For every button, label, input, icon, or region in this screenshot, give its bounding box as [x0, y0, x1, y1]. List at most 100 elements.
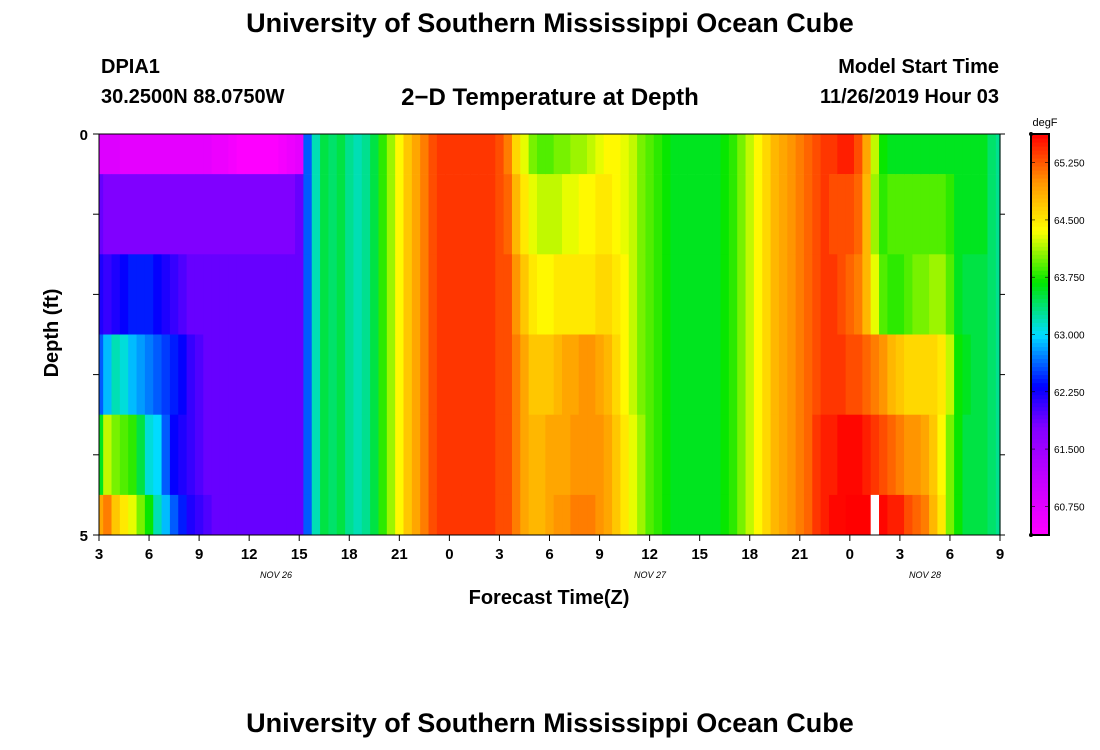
- heatmap-cell: [862, 494, 872, 536]
- heatmap-cell: [637, 174, 647, 255]
- heatmap-cell: [528, 494, 538, 536]
- heatmap-cell: [253, 174, 263, 255]
- heatmap-cell: [787, 334, 797, 415]
- heatmap-cell: [979, 174, 989, 255]
- heatmap-cell: [445, 174, 455, 255]
- heatmap-cell: [612, 254, 622, 335]
- heatmap-cell: [219, 254, 229, 335]
- heatmap-cell: [353, 254, 363, 335]
- heatmap-cell: [662, 414, 672, 496]
- colorbar-step: [1031, 514, 1049, 520]
- heatmap-cell: [261, 414, 271, 496]
- colorbar-step: [1031, 458, 1049, 464]
- heatmap-cell: [311, 494, 321, 536]
- heatmap-cell: [211, 174, 221, 255]
- heatmap-cell: [144, 414, 154, 496]
- heatmap-cell: [745, 134, 755, 175]
- heatmap-cell: [445, 334, 455, 415]
- heatmap-cell: [578, 174, 588, 255]
- heatmap-cell: [929, 334, 939, 415]
- heatmap-cell: [411, 174, 421, 255]
- x-tick-label: 6: [946, 546, 954, 563]
- x-axis-title: Forecast Time(Z): [469, 587, 630, 609]
- heatmap-cell: [503, 134, 513, 175]
- heatmap-cell: [186, 414, 196, 496]
- heatmap-cell: [411, 254, 421, 335]
- heatmap-cell: [954, 174, 964, 255]
- colorbar-step: [1031, 402, 1049, 408]
- heatmap-cell: [161, 414, 171, 496]
- heatmap-cell: [378, 334, 388, 415]
- heatmap-cell: [436, 174, 446, 255]
- heatmap-cell: [670, 334, 680, 415]
- heatmap-cell: [795, 254, 805, 335]
- right-axis-ticks: [1000, 133, 1005, 536]
- heatmap-cell: [520, 334, 530, 415]
- heatmap-cell: [211, 414, 221, 496]
- heatmap-cell: [411, 334, 421, 415]
- heatmap-cell: [445, 414, 455, 496]
- heatmap-cell: [403, 174, 413, 255]
- heatmap-cell: [511, 174, 521, 255]
- heatmap-cell: [144, 254, 154, 335]
- heatmap-cell: [895, 334, 905, 415]
- x-tick-label: 6: [545, 546, 553, 563]
- heatmap-cell: [762, 174, 772, 255]
- heatmap-cell: [837, 494, 847, 536]
- heatmap-cell: [194, 254, 204, 335]
- heatmap-cell: [303, 254, 313, 335]
- heatmap-cell: [528, 414, 538, 496]
- heatmap-cell: [161, 254, 171, 335]
- heatmap-cell: [995, 334, 1001, 415]
- heatmap-cell: [795, 174, 805, 255]
- heatmap-cell: [837, 254, 847, 335]
- heatmap-cell: [111, 334, 121, 415]
- heatmap-cell: [653, 174, 663, 255]
- colorbar-step: [1031, 266, 1049, 271]
- colorbar-step: [1031, 194, 1049, 199]
- heatmap-cell: [954, 414, 964, 496]
- colorbar-step: [1031, 202, 1049, 207]
- colorbar-step: [1031, 362, 1049, 368]
- x-tick-label: 18: [741, 546, 758, 563]
- heatmap-cell: [929, 254, 939, 335]
- heatmap-cell: [153, 334, 163, 415]
- heatmap-cell: [720, 494, 730, 536]
- heatmap-cell: [461, 254, 471, 335]
- heatmap-cell: [637, 334, 647, 415]
- heatmap-cell: [728, 334, 738, 415]
- colorbar-step: [1031, 450, 1049, 456]
- heatmap-cell: [395, 134, 405, 175]
- heatmap-cell: [320, 334, 330, 415]
- heatmap-cell: [787, 494, 797, 536]
- heatmap-cell: [770, 134, 780, 175]
- heatmap-cell: [420, 134, 430, 175]
- heatmap-cell: [820, 414, 830, 496]
- heatmap-cell: [762, 134, 772, 175]
- heatmap-cell: [912, 494, 922, 536]
- heatmap-cell: [295, 174, 304, 255]
- heatmap-cell: [169, 334, 179, 415]
- heatmap-cell: [803, 174, 813, 255]
- heatmap-cell: [186, 494, 196, 536]
- heatmap-cell: [970, 414, 980, 496]
- heatmap-cell: [920, 254, 930, 335]
- heatmap-cell: [995, 414, 1001, 496]
- heatmap-cell: [345, 254, 355, 335]
- heatmap-cell: [603, 254, 613, 335]
- heatmap-cell: [545, 334, 555, 415]
- heatmap-cell: [470, 414, 480, 496]
- heatmap-cell: [295, 414, 304, 496]
- colorbar-step: [1031, 418, 1049, 424]
- heatmap-cell: [286, 494, 296, 536]
- heatmap-cell: [178, 134, 188, 175]
- heatmap-cell: [194, 174, 204, 255]
- heatmap-cell: [795, 134, 805, 175]
- heatmap-cell: [678, 174, 688, 255]
- heatmap-cell: [828, 254, 838, 335]
- heatmap-cell: [987, 334, 997, 415]
- heatmap-cell: [603, 414, 613, 496]
- heatmap-cell: [245, 334, 254, 415]
- heatmap-cell: [687, 254, 697, 335]
- colorbar-ticks: 65.250 64.500 63.750 63.000 62.250 61.500 60.7…: [1029, 132, 1085, 537]
